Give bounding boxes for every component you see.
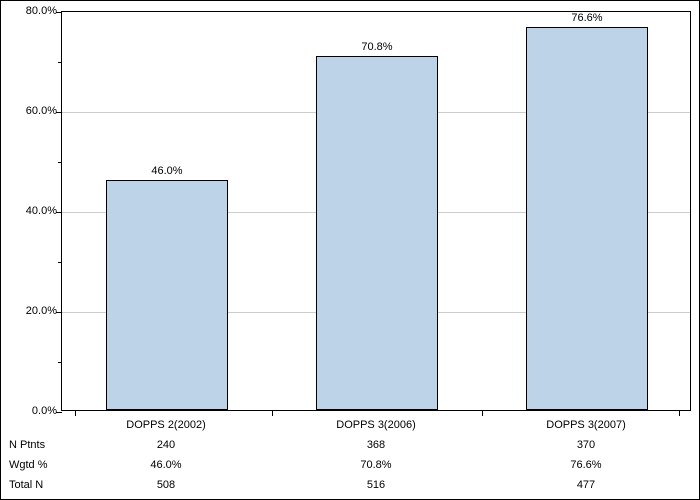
category-row: DOPPS 2(2002)DOPPS 3(2006)DOPPS 3(2007) xyxy=(1,419,700,437)
bar: 76.6% xyxy=(526,27,648,410)
bar-value-label: 70.8% xyxy=(317,41,437,53)
y-axis-label: 20.0% xyxy=(2,305,57,317)
plot-area: 46.0% 70.8% 76.6% xyxy=(61,11,691,411)
table-cell: 46.0% xyxy=(61,459,271,471)
bar: 46.0% xyxy=(106,180,228,410)
x-tick xyxy=(482,410,483,416)
y-axis-label: 80.0% xyxy=(2,5,57,17)
table-cell: 240 xyxy=(61,439,271,451)
y-tick-minor xyxy=(58,262,62,263)
table-cell: 76.6% xyxy=(481,459,691,471)
x-tick xyxy=(75,410,76,416)
table-cell: 370 xyxy=(481,439,691,451)
table-row: Total N508516477 xyxy=(1,479,700,497)
category-label: DOPPS 3(2006) xyxy=(271,419,481,431)
table-cell: 516 xyxy=(271,479,481,491)
y-axis-label: 40.0% xyxy=(2,205,57,217)
table-cell: 508 xyxy=(61,479,271,491)
bar-value-label: 46.0% xyxy=(107,165,227,177)
x-tick xyxy=(272,410,273,416)
bar-value-label: 76.6% xyxy=(527,12,647,24)
y-tick-minor xyxy=(58,362,62,363)
category-label: DOPPS 3(2007) xyxy=(481,419,691,431)
table-row-label: N Ptnts xyxy=(9,439,59,451)
y-axis-label: 0.0% xyxy=(2,405,57,417)
table-cell: 70.8% xyxy=(271,459,481,471)
y-tick-minor xyxy=(58,162,62,163)
table-row-label: Wgtd % xyxy=(9,459,59,471)
x-tick xyxy=(679,410,680,416)
y-axis-label: 60.0% xyxy=(2,105,57,117)
table-row: Wgtd %46.0%70.8%76.6% xyxy=(1,459,700,477)
y-tick-minor xyxy=(58,62,62,63)
table-cell: 477 xyxy=(481,479,691,491)
table-row: N Ptnts240368370 xyxy=(1,439,700,457)
table-row-label: Total N xyxy=(9,479,59,491)
category-label: DOPPS 2(2002) xyxy=(61,419,271,431)
bar: 70.8% xyxy=(316,56,438,410)
chart-container: 46.0%70.8%76.6% 0.0%20.0%40.0%60.0%80.0%… xyxy=(0,0,700,500)
table-cell: 368 xyxy=(271,439,481,451)
